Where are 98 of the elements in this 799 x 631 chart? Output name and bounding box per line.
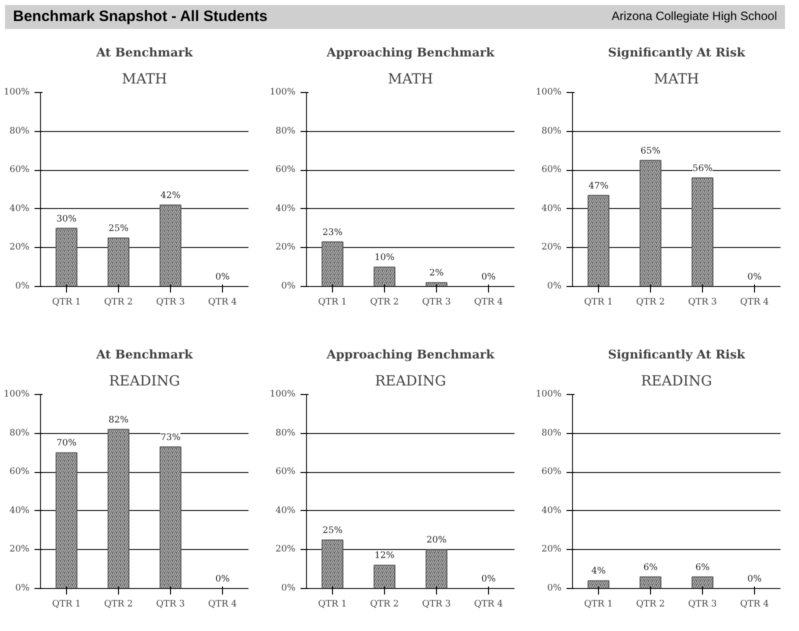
chart-subtitle: MATH [122, 72, 168, 88]
y-tick-label: 40% [275, 204, 296, 214]
chart-subtitle: READING [108, 374, 180, 390]
chart-title: Significantly At Risk [608, 348, 746, 362]
y-tick-label: 0% [547, 584, 562, 594]
text: Arizona Collegiate High School [612, 8, 777, 26]
data-label: 6% [695, 562, 710, 573]
x-tick-label: QTR 1 [52, 600, 81, 610]
chart-subtitle: MATH [388, 72, 434, 88]
y-tick-label: 20% [541, 544, 562, 555]
y-tick-label: 0% [547, 282, 562, 292]
y-tick-label: 20% [275, 242, 296, 253]
x-tick-label: QTR 1 [318, 600, 347, 610]
y-tick-label: 60% [275, 467, 296, 478]
x-tick-label: QTR 1 [584, 600, 613, 610]
chart-title: Approaching Benchmark [326, 348, 496, 362]
y-tick-label: 100% [270, 88, 296, 98]
data-label: 73% [160, 432, 181, 443]
y-tick-label: 60% [541, 467, 562, 478]
y-tick-label: 0% [15, 282, 30, 292]
chart-title: At Benchmark [95, 46, 194, 60]
y-tick-label: 60% [275, 165, 296, 176]
data-label: 0% [481, 574, 496, 584]
x-tick-label: QTR 4 [208, 298, 238, 308]
y-tick-label: 40% [541, 506, 562, 516]
x-tick-label: QTR 2 [636, 600, 665, 610]
y-tick-label: 100% [536, 390, 562, 400]
x-tick-label: QTR 2 [370, 298, 399, 308]
y-tick-label: 0% [281, 584, 296, 594]
y-tick-label: 100% [4, 390, 30, 400]
chart-subtitle: MATH [654, 72, 700, 88]
data-label: 30% [56, 214, 77, 224]
data-label: 2% [429, 268, 444, 279]
y-tick-label: 80% [9, 428, 30, 438]
x-tick-label: QTR 3 [156, 600, 186, 610]
x-tick-label: QTR 2 [104, 298, 133, 308]
data-label: 25% [322, 526, 343, 536]
y-tick-label: 60% [541, 165, 562, 176]
text: Benchmark Snapshot - All Students [13, 7, 268, 28]
x-tick-label: QTR 3 [688, 298, 718, 308]
data-label: 0% [481, 272, 496, 282]
x-tick-label: QTR 4 [208, 600, 238, 610]
x-tick-label: QTR 3 [688, 600, 718, 610]
y-tick-label: 20% [275, 544, 296, 555]
y-tick-label: 20% [541, 242, 562, 253]
y-tick-label: 40% [9, 506, 30, 516]
data-label: 23% [322, 228, 343, 238]
data-label: 0% [747, 272, 762, 282]
data-label: 70% [56, 438, 77, 449]
y-tick-label: 80% [541, 126, 562, 136]
y-tick-label: 0% [281, 282, 296, 292]
y-tick-label: 80% [541, 428, 562, 438]
y-tick-label: 80% [9, 126, 30, 136]
data-label: 47% [588, 181, 609, 192]
data-label: 4% [591, 566, 606, 577]
y-tick-label: 100% [270, 390, 296, 400]
x-tick-label: QTR 3 [422, 298, 452, 308]
x-tick-label: QTR 3 [156, 298, 186, 308]
y-tick-label: 40% [541, 204, 562, 214]
data-label: 56% [692, 164, 713, 174]
y-tick-label: 100% [4, 88, 30, 98]
y-tick-label: 80% [275, 126, 296, 136]
y-tick-label: 100% [536, 88, 562, 98]
x-tick-label: QTR 4 [474, 600, 504, 610]
y-tick-label: 20% [9, 242, 30, 253]
y-tick-label: 60% [9, 467, 30, 478]
chart-subtitle: READING [640, 374, 712, 390]
x-tick-label: QTR 3 [422, 600, 452, 610]
data-label: 10% [374, 253, 395, 264]
y-tick-label: 60% [9, 165, 30, 176]
chart-title: At Benchmark [95, 348, 194, 362]
data-label: 65% [640, 146, 661, 156]
y-tick-label: 80% [275, 428, 296, 438]
y-tick-label: 40% [9, 204, 30, 214]
data-label: 0% [215, 574, 230, 584]
chart-title: Significantly At Risk [608, 46, 746, 60]
x-tick-label: QTR 1 [318, 298, 347, 308]
y-tick-label: 20% [9, 544, 30, 555]
data-label: 20% [426, 536, 447, 546]
data-label: 82% [108, 415, 129, 426]
data-label: 0% [747, 574, 762, 584]
data-label: 0% [215, 272, 230, 282]
x-tick-label: QTR 4 [740, 298, 770, 308]
y-tick-label: 40% [275, 506, 296, 516]
x-tick-label: QTR 1 [584, 298, 613, 308]
data-label: 42% [160, 191, 181, 202]
chart-subtitle: READING [374, 374, 446, 390]
y-tick-label: 0% [15, 584, 30, 594]
x-tick-label: QTR 2 [636, 298, 665, 308]
x-tick-label: QTR 1 [52, 298, 81, 308]
x-tick-label: QTR 2 [104, 600, 133, 610]
x-tick-label: QTR 4 [740, 600, 770, 610]
data-label: 6% [643, 562, 658, 573]
chart-title: Approaching Benchmark [326, 46, 496, 60]
x-tick-label: QTR 2 [370, 600, 399, 610]
x-tick-label: QTR 4 [474, 298, 504, 308]
data-label: 25% [108, 224, 129, 234]
data-label: 12% [374, 551, 395, 562]
